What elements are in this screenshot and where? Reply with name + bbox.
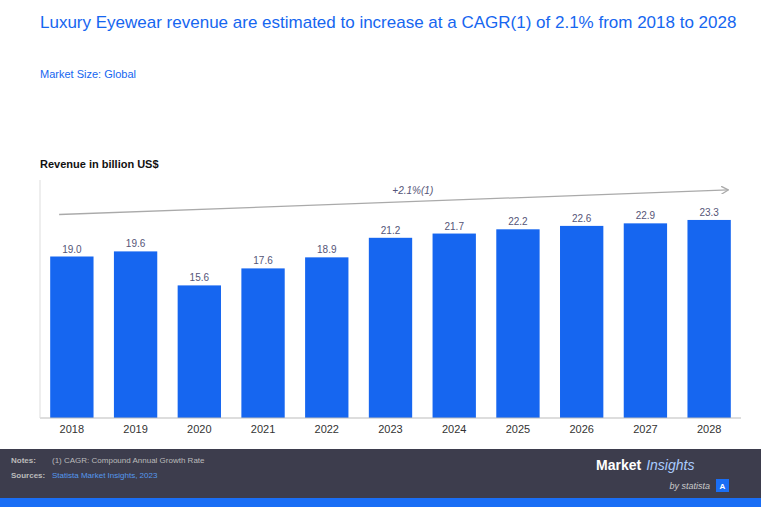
chart: Luxury Eyewear revenue are estimated to … [0, 0, 761, 507]
title-line: Luxury Eyewear revenue are estimated to … [40, 13, 736, 32]
x-tick-label: 2024 [442, 423, 466, 435]
bar [114, 251, 157, 418]
x-tick-label: 2020 [187, 423, 211, 435]
bar [687, 220, 730, 418]
y-axis-label: Revenue in billion US$ [40, 158, 159, 170]
x-tick-label: 2026 [569, 423, 593, 435]
logo-market: Market [596, 457, 641, 473]
bar [241, 268, 284, 418]
x-tick-label: 2025 [506, 423, 530, 435]
x-axis-line [40, 418, 741, 419]
sources-text: Statista Market Insights, 2023 [52, 471, 158, 480]
y-axis-line [40, 180, 41, 418]
x-tick-label: 2028 [697, 423, 721, 435]
bars [50, 220, 731, 418]
logo-by: by statista [669, 481, 710, 491]
data-label: 22.9 [636, 210, 656, 221]
footer-bg [0, 449, 761, 507]
data-label: 21.2 [381, 225, 401, 236]
data-label: 18.9 [317, 244, 337, 255]
subtitle: Market Size: Global [40, 68, 136, 80]
bar [50, 257, 93, 419]
bar [624, 223, 667, 418]
x-tick-label: 2021 [251, 423, 275, 435]
data-label: 22.2 [508, 216, 528, 227]
x-tick-label: 2022 [315, 423, 339, 435]
x-tick-label: 2018 [60, 423, 84, 435]
title: Luxury Eyewear revenue are estimated to … [40, 13, 736, 32]
x-tick-label: 2027 [633, 423, 657, 435]
data-label: 19.0 [62, 244, 82, 255]
bar [369, 238, 412, 418]
bar [305, 257, 348, 418]
data-label: 17.6 [253, 255, 273, 266]
data-label: 21.7 [444, 221, 464, 232]
footer-stripe [0, 498, 761, 507]
bar [560, 226, 603, 418]
logo-icon-text: A [720, 482, 726, 491]
bar [433, 234, 476, 418]
data-label: 15.6 [190, 272, 210, 283]
sources-label: Sources: [11, 471, 45, 480]
notes-label: Notes: [11, 456, 36, 465]
logo-insights: Insights [646, 457, 694, 473]
bar [178, 285, 221, 418]
data-label: 19.6 [126, 238, 146, 249]
data-label: 22.6 [572, 213, 592, 224]
logo-icon [716, 479, 729, 492]
bar [496, 229, 539, 418]
trend-label: +2.1%(1) [392, 185, 433, 196]
data-label: 23.3 [699, 207, 719, 218]
x-tick-label: 2023 [378, 423, 402, 435]
notes-text: (1) CAGR: Compound Annual Growth Rate [52, 456, 205, 465]
x-tick-label: 2019 [123, 423, 147, 435]
